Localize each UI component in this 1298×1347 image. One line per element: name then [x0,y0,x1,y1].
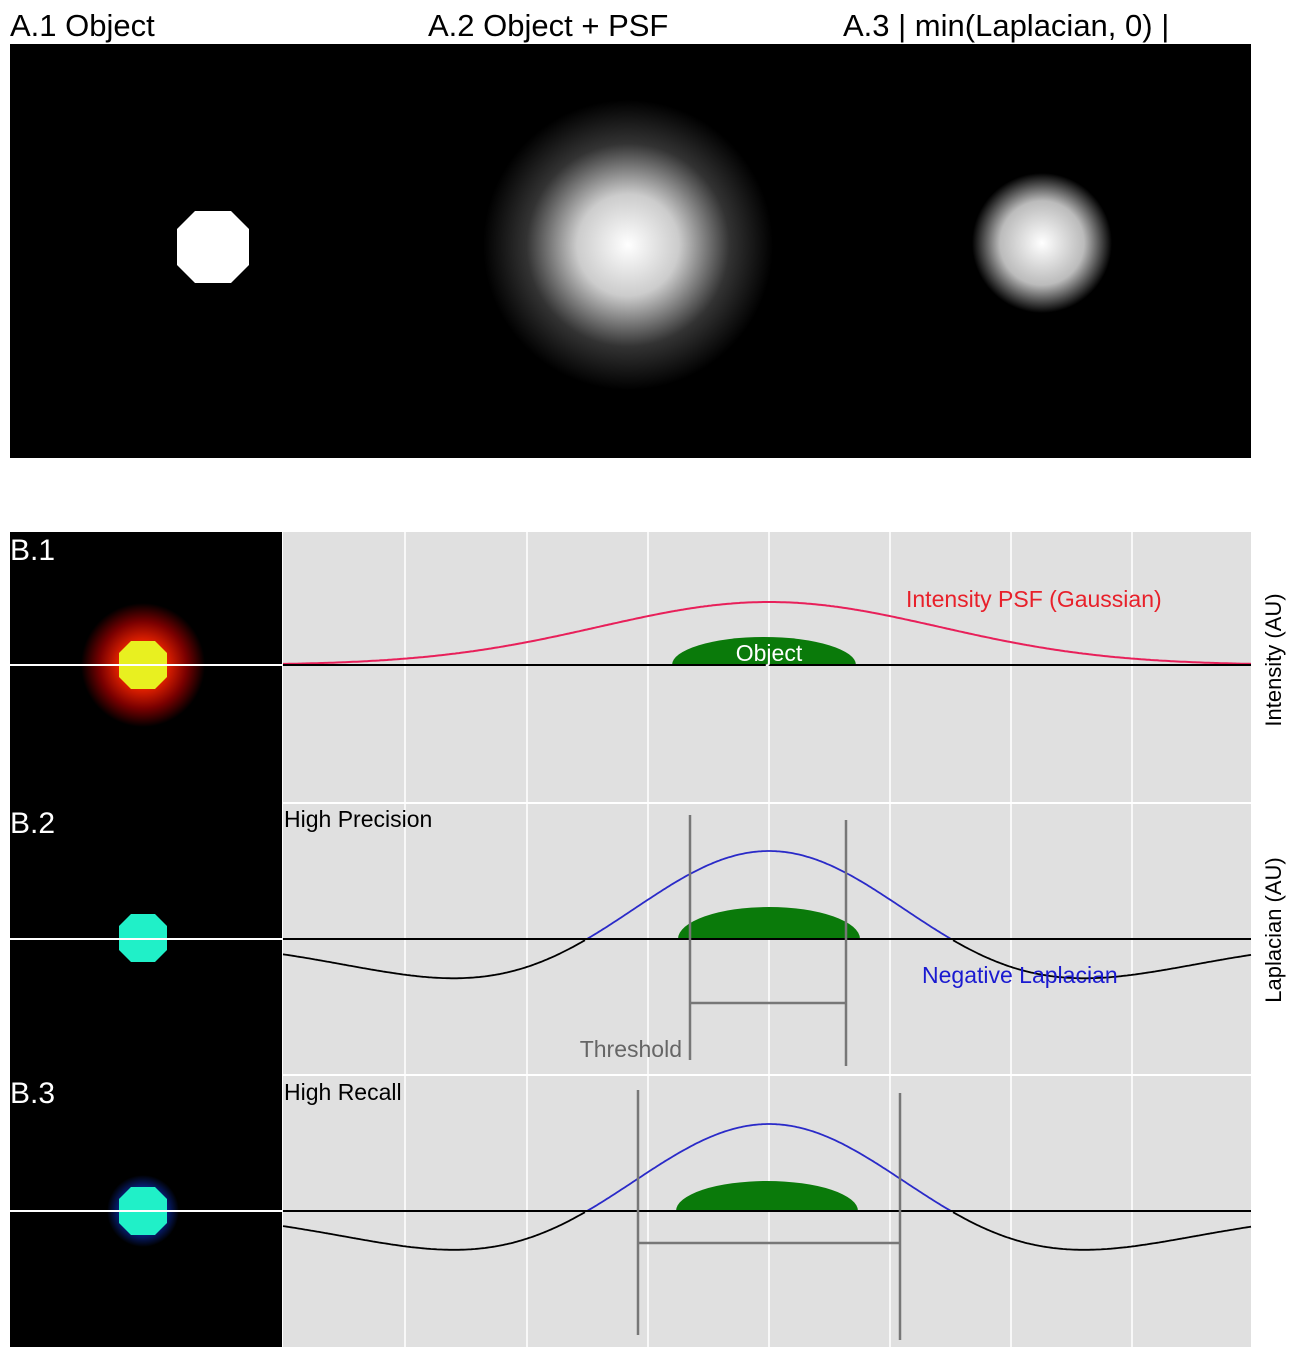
a1-label: A.1 Object [10,8,155,43]
threshold-label: Threshold [580,1036,682,1062]
high-precision-label: High Precision [284,806,432,832]
negative-laplacian-label: Negative Laplacian [922,962,1118,988]
high-recall-label: High Recall [284,1079,402,1105]
a3-label: A.3 | min(Laplacian, 0) | [843,8,1169,43]
b3-label: B.3 [10,1077,55,1110]
object-label: Object [736,640,803,666]
psf-label: Intensity PSF (Gaussian) [906,586,1162,612]
a2-label: A.2 Object + PSF [428,8,668,43]
b1-label: B.1 [10,534,55,567]
psf-blob [483,100,773,390]
y-axis-intensity: Intensity (AU) [1261,593,1286,726]
laplacian-blob [972,173,1112,313]
object-octagon [177,211,249,283]
b2-label: B.2 [10,807,55,840]
figure: A.1 Object A.2 Object + PSF A.3 | min(La… [0,0,1298,1347]
y-axis-laplacian: Laplacian (AU) [1261,857,1286,1003]
